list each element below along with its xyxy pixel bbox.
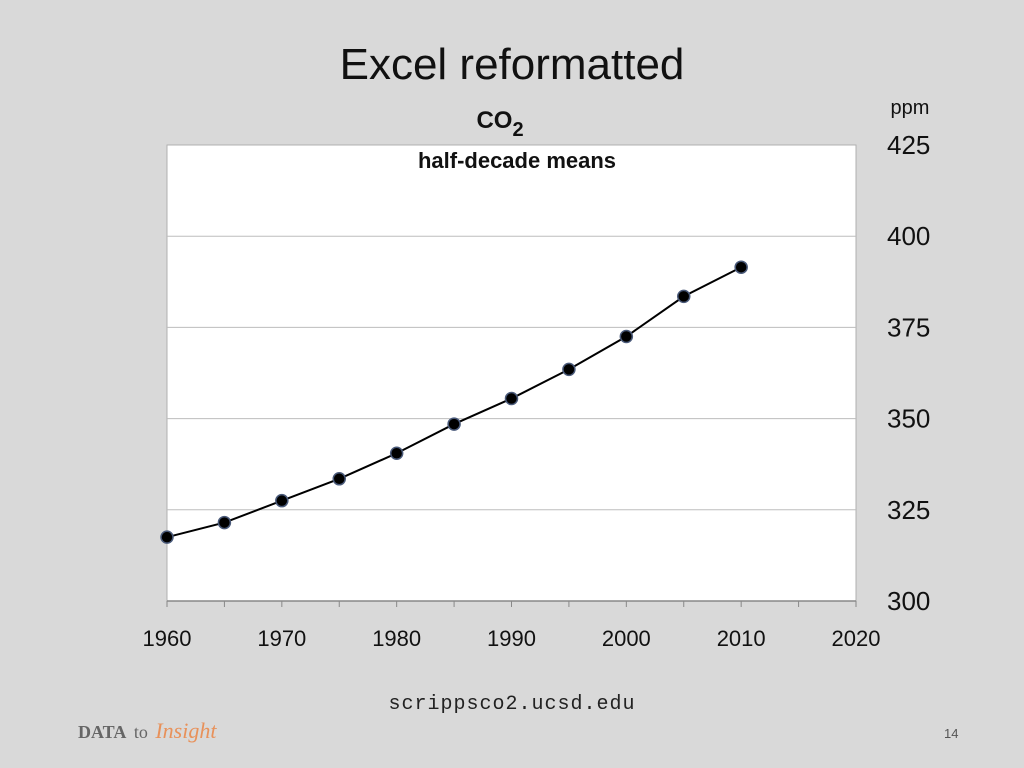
x-tick-label: 1960 (143, 626, 192, 651)
y-tick-label: 425 (887, 130, 930, 160)
x-tick-label: 2020 (832, 626, 881, 651)
y-tick-label: 400 (887, 221, 930, 251)
brand-part-data: DATA (78, 722, 127, 742)
gridlines (167, 235, 856, 511)
page-number: 14 (944, 726, 959, 741)
x-axis: 1960 1970 1980 1990 2000 2010 2020 (143, 600, 881, 651)
chart-title: CO2 (476, 107, 523, 141)
data-point (217, 515, 232, 530)
y-tick-label: 350 (887, 404, 930, 434)
brand-logo: DATA to Insight (78, 718, 216, 744)
brand-part-insight: Insight (155, 718, 217, 743)
data-point (389, 446, 404, 461)
x-tick-label: 2000 (602, 626, 651, 651)
brand-part-to: to (133, 722, 148, 742)
slide-title: Excel reformatted (339, 40, 685, 89)
data-point (504, 391, 519, 406)
chart-subtitle: half-decade means (418, 148, 616, 173)
data-point (619, 329, 634, 344)
data-series (160, 260, 748, 544)
y-unit-label: ppm (891, 97, 930, 119)
data-point (562, 362, 576, 377)
data-point (677, 289, 691, 304)
data-point (447, 417, 461, 431)
x-tick-label: 1990 (487, 626, 536, 651)
plot-area (166, 144, 857, 602)
x-tick-label: 1980 (372, 626, 421, 651)
y-tick-label: 300 (887, 586, 930, 616)
y-tick-label: 375 (887, 312, 930, 342)
source-url: scrippsco2.ucsd.edu (388, 693, 636, 716)
y-tick-label: 325 (887, 495, 930, 525)
data-point (332, 472, 346, 486)
data-point (160, 530, 174, 544)
data-point (734, 260, 748, 274)
data-point (275, 493, 289, 508)
x-tick-label: 2010 (717, 626, 766, 651)
x-tick-label: 1970 (257, 626, 306, 651)
co2-chart: 1960 1970 1980 1990 2000 2010 2020 300 325 350 37… (143, 97, 931, 651)
y-axis: 300 325 350 375 400 425 (887, 130, 930, 616)
